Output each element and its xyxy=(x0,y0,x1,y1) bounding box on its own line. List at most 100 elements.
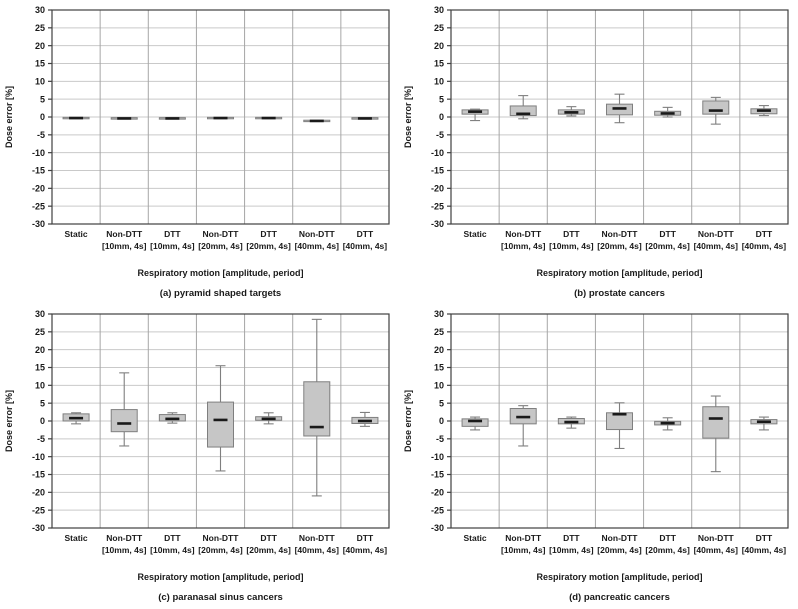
y-tick-label: 25 xyxy=(434,327,444,337)
y-tick-label: -25 xyxy=(32,201,45,211)
category-label-line1: Static xyxy=(64,229,87,239)
category-label-line1: DTT xyxy=(756,533,773,543)
y-tick-label: 15 xyxy=(434,363,444,373)
y-axis-title: Dose error [%] xyxy=(403,86,413,148)
y-tick-label: -10 xyxy=(32,148,45,158)
category-label-line2: [10mm, 4s] xyxy=(549,241,594,251)
y-tick-label: 30 xyxy=(434,309,444,319)
box-rect xyxy=(702,406,730,439)
box-rect xyxy=(207,401,234,448)
y-tick-label: 0 xyxy=(439,112,444,122)
box-rect xyxy=(606,412,633,431)
y-tick-label: 10 xyxy=(434,77,444,87)
category-label-line1: Non-DTT xyxy=(203,533,240,543)
panel-caption: (b) prostate cancers xyxy=(574,288,665,299)
category-label-line1: Non-DTT xyxy=(505,533,542,543)
y-tick-label: 10 xyxy=(35,381,45,391)
chart-background xyxy=(0,304,399,608)
category-label-line2: [10mm, 4s] xyxy=(501,545,546,555)
category-label-line2: [20mm, 4s] xyxy=(246,241,291,251)
category-label-line1: Non-DTT xyxy=(698,533,735,543)
y-tick-label: 15 xyxy=(35,363,45,373)
y-tick-label: -20 xyxy=(431,184,444,194)
chart-background xyxy=(399,0,798,304)
y-tick-label: 30 xyxy=(35,5,45,15)
category-label-line1: Non-DTT xyxy=(698,229,735,239)
y-tick-label: 20 xyxy=(35,345,45,355)
category-label-line1: Non-DTT xyxy=(602,533,639,543)
category-label-line1: Non-DTT xyxy=(299,533,336,543)
x-axis-title: Respiratory motion [amplitude, period] xyxy=(137,572,303,582)
category-label-line2: [20mm, 4s] xyxy=(597,241,642,251)
category-label-line1: DTT xyxy=(260,533,277,543)
panel-pancreatic-cancers: 30 25 20 15 10 5 0 -5 -10 -15 -20 -25 -30 Static Non-D… xyxy=(399,304,798,608)
category-label-line1: Static xyxy=(463,533,486,543)
category-label-line1: DTT xyxy=(260,229,277,239)
panel-pyramid-shaped-targets: 30 25 20 15 10 5 0 -5 -10 -15 -20 -25 -30 Static Non-D… xyxy=(0,0,399,304)
boxplot-pyramid-shaped-targets: 30 25 20 15 10 5 0 -5 -10 -15 -20 -25 -30 Static Non-D… xyxy=(0,0,399,304)
category-label-line1: Non-DTT xyxy=(299,229,336,239)
category-label-line2: [20mm, 4s] xyxy=(645,241,690,251)
category-label-line2: [10mm, 4s] xyxy=(150,241,195,251)
category-label-line1: DTT xyxy=(756,229,773,239)
category-label-line2: [40mm, 4s] xyxy=(295,545,340,555)
y-tick-label: 10 xyxy=(434,381,444,391)
y-tick-label: -30 xyxy=(32,219,45,229)
box-rect xyxy=(702,100,730,115)
category-label-line2: [20mm, 4s] xyxy=(246,545,291,555)
category-label-line2: [40mm, 4s] xyxy=(343,545,388,555)
box-rect xyxy=(461,418,489,427)
category-label-line2: [20mm, 4s] xyxy=(198,241,243,251)
category-label-line2: [10mm, 4s] xyxy=(102,545,147,555)
category-label-line2: [20mm, 4s] xyxy=(597,545,642,555)
y-tick-label: -25 xyxy=(431,505,444,515)
chart-background xyxy=(0,0,399,304)
y-tick-label: 0 xyxy=(40,112,45,122)
y-tick-label: -25 xyxy=(431,201,444,211)
category-label-line2: [20mm, 4s] xyxy=(198,545,243,555)
category-label-line2: [40mm, 4s] xyxy=(694,241,739,251)
y-tick-label: -30 xyxy=(431,523,444,533)
y-tick-label: 15 xyxy=(434,59,444,69)
panel-caption: (a) pyramid shaped targets xyxy=(160,288,281,299)
y-tick-label: 20 xyxy=(434,41,444,51)
category-label-line2: [20mm, 4s] xyxy=(645,545,690,555)
y-tick-label: -15 xyxy=(32,470,45,480)
category-label-line2: [10mm, 4s] xyxy=(549,545,594,555)
boxplot-prostate-cancers: 30 25 20 15 10 5 0 -5 -10 -15 -20 -25 -30 Static Non-D… xyxy=(399,0,798,304)
y-tick-label: -10 xyxy=(431,452,444,462)
y-tick-label: 25 xyxy=(35,327,45,337)
y-tick-label: 20 xyxy=(434,345,444,355)
category-label-line1: DTT xyxy=(357,229,374,239)
y-tick-label: 15 xyxy=(35,59,45,69)
boxplot-pancreatic-cancers: 30 25 20 15 10 5 0 -5 -10 -15 -20 -25 -30 Static Non-D… xyxy=(399,304,798,608)
y-tick-label: -30 xyxy=(32,523,45,533)
y-tick-label: 30 xyxy=(35,309,45,319)
category-label-line1: Non-DTT xyxy=(602,229,639,239)
y-tick-label: -30 xyxy=(431,219,444,229)
y-tick-label: 5 xyxy=(40,398,45,408)
category-label-line1: Non-DTT xyxy=(505,229,542,239)
y-tick-label: -5 xyxy=(436,434,444,444)
category-label-line1: DTT xyxy=(164,229,181,239)
category-label-line2: [40mm, 4s] xyxy=(343,241,388,251)
category-label-line1: Non-DTT xyxy=(106,533,143,543)
y-tick-label: -20 xyxy=(431,488,444,498)
panel-caption: (c) paranasal sinus cancers xyxy=(158,592,283,603)
box-rect xyxy=(110,409,138,433)
x-axis-title: Respiratory motion [amplitude, period] xyxy=(137,268,303,278)
y-tick-label: -5 xyxy=(37,434,45,444)
y-tick-label: -5 xyxy=(436,130,444,140)
category-label-line2: [10mm, 4s] xyxy=(501,241,546,251)
chart-background xyxy=(399,304,798,608)
category-label-line2: [40mm, 4s] xyxy=(295,241,340,251)
y-tick-label: -15 xyxy=(431,166,444,176)
y-axis-title: Dose error [%] xyxy=(403,390,413,452)
category-label-line1: DTT xyxy=(659,533,676,543)
y-tick-label: -10 xyxy=(431,148,444,158)
category-label-line2: [10mm, 4s] xyxy=(150,545,195,555)
category-label-line2: [40mm, 4s] xyxy=(742,241,787,251)
y-tick-label: 20 xyxy=(35,41,45,51)
y-tick-label: 25 xyxy=(434,23,444,33)
